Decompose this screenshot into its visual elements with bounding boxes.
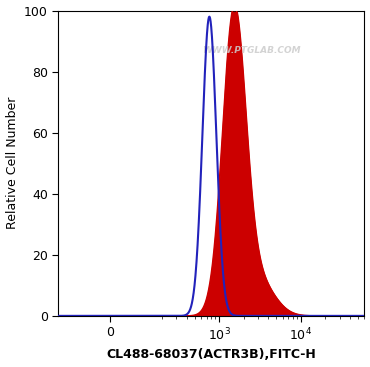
X-axis label: CL488-68037(ACTR3B),FITC-H: CL488-68037(ACTR3B),FITC-H [107, 348, 316, 361]
Y-axis label: Relative Cell Number: Relative Cell Number [6, 97, 18, 229]
Text: WWW.PTGLAB.COM: WWW.PTGLAB.COM [202, 46, 300, 55]
